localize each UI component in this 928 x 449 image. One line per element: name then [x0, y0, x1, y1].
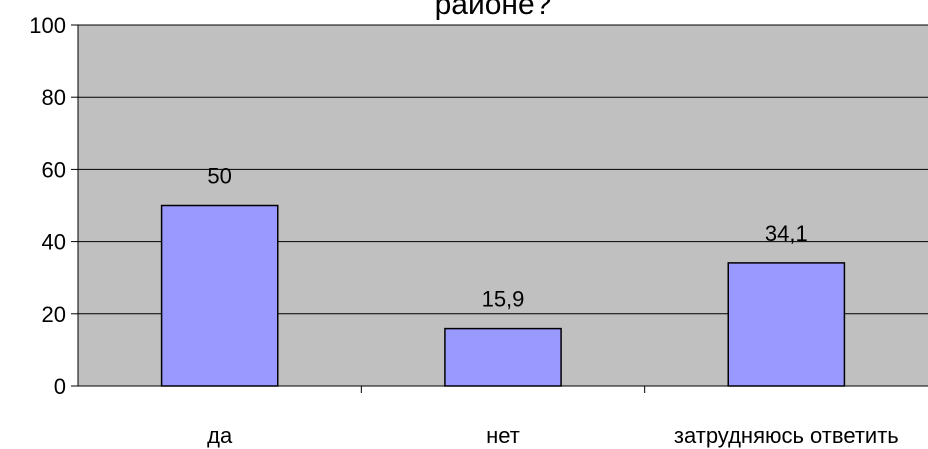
y-tick-label: 20 — [42, 302, 66, 327]
data-label: 50 — [207, 164, 231, 189]
y-tick-label: 60 — [42, 157, 66, 182]
y-tick-label: 40 — [42, 230, 66, 255]
bar-3 — [727, 262, 846, 387]
y-tick-label: 100 — [29, 13, 66, 38]
data-label: 34,1 — [765, 221, 808, 246]
bar-2 — [444, 327, 562, 387]
y-tick-label: 0 — [54, 374, 66, 399]
plot-area-group: 0 20 40 60 80 100 50 да 15,9 нет 34,1 затрудняюсь о… — [29, 13, 928, 448]
data-label: 15,9 — [482, 287, 525, 312]
x-category-label: нет — [486, 423, 520, 448]
bar-1 — [160, 204, 279, 387]
x-category-label: да — [207, 423, 233, 448]
chart-title: районе? — [435, 0, 552, 21]
x-category-label: затрудняюсь ответить — [674, 423, 899, 448]
y-tick-label: 80 — [42, 85, 66, 110]
